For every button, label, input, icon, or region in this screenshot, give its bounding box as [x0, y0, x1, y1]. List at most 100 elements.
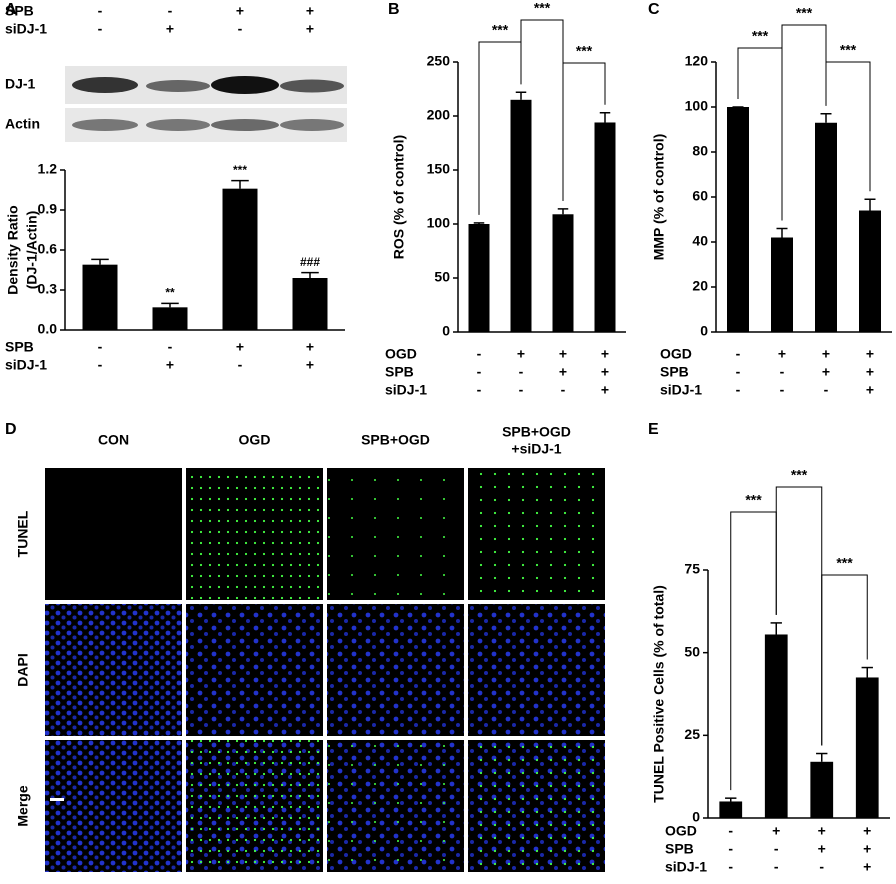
condition-sign: - — [519, 364, 524, 380]
condition-name: siDJ-1 — [5, 21, 47, 37]
column-label: CON — [98, 432, 129, 448]
condition-sign: + — [772, 823, 780, 839]
y-tick-label: 50 — [434, 269, 450, 285]
bar — [855, 677, 879, 818]
significance-label: *** — [791, 467, 808, 483]
condition-sign: - — [774, 859, 779, 875]
column-label: OGD — [239, 432, 271, 448]
panel-letter: B — [388, 1, 400, 18]
micrograph-tunel — [186, 740, 323, 872]
panel-letter: E — [648, 421, 659, 438]
y-axis-label: MMP (% of control) — [651, 134, 667, 261]
condition-sign: - — [477, 382, 482, 398]
condition-name: OGD — [385, 346, 417, 362]
y-axis-label: Density Ratio — [5, 205, 21, 294]
condition-sign: - — [824, 382, 829, 398]
column-label: +siDJ-1 — [511, 441, 561, 457]
panel-letter: D — [5, 421, 17, 438]
condition-sign: - — [561, 382, 566, 398]
significance-label: *** — [233, 163, 247, 177]
micrograph-dapi — [186, 604, 323, 736]
bar — [222, 188, 258, 330]
y-tick-label: 0.6 — [38, 241, 58, 257]
significance-bracket — [562, 62, 606, 201]
significance-label: ### — [300, 255, 320, 269]
y-tick-label: 0 — [442, 323, 450, 339]
bar — [810, 761, 834, 818]
condition-sign: - — [736, 382, 741, 398]
significance-label: *** — [836, 555, 853, 571]
condition-sign: - — [98, 3, 103, 19]
condition-sign: - — [736, 346, 741, 362]
condition-sign: + — [866, 382, 874, 398]
y-tick-label: 50 — [684, 643, 700, 659]
bar — [771, 237, 793, 332]
significance-label: *** — [745, 492, 762, 508]
condition-sign: + — [863, 841, 871, 857]
condition-name: OGD — [660, 346, 692, 362]
condition-sign: + — [601, 346, 609, 362]
micrograph-dapi — [468, 604, 605, 736]
y-tick-label: 0 — [692, 809, 700, 825]
condition-sign: + — [559, 346, 567, 362]
condition-sign: - — [98, 21, 103, 37]
condition-sign: + — [166, 21, 174, 37]
y-tick-label: 80 — [692, 143, 708, 159]
y-tick-label: 0.3 — [38, 281, 58, 297]
y-tick-label: 75 — [684, 561, 700, 577]
y-tick-label: 40 — [692, 233, 708, 249]
condition-sign: + — [236, 339, 244, 355]
micrograph — [45, 468, 182, 600]
condition-sign: + — [306, 339, 314, 355]
y-tick-label: 100 — [427, 215, 451, 231]
y-tick-label: 250 — [427, 53, 451, 69]
significance-label: *** — [840, 42, 857, 58]
column-label: SPB+OGD — [361, 432, 430, 448]
significance-label: *** — [534, 0, 551, 16]
y-tick-label: 0.0 — [38, 321, 58, 337]
condition-sign: + — [306, 357, 314, 373]
condition-sign: + — [517, 346, 525, 362]
condition-sign: + — [559, 364, 567, 380]
row-label: DAPI — [15, 653, 31, 686]
micrograph-tunel — [468, 468, 605, 600]
micrograph-tunel — [186, 468, 323, 600]
condition-sign: + — [166, 357, 174, 373]
condition-name: SPB — [5, 339, 34, 355]
y-tick-label: 25 — [684, 726, 700, 742]
condition-sign: + — [863, 823, 871, 839]
condition-name: OGD — [665, 823, 697, 839]
condition-sign: + — [866, 346, 874, 362]
bar — [510, 99, 532, 332]
micrograph-dapi — [45, 740, 182, 872]
condition-name: SPB — [665, 841, 694, 857]
condition-name: siDJ-1 — [660, 382, 702, 398]
significance-bracket — [825, 61, 871, 192]
significance-label: ** — [165, 286, 175, 300]
y-tick-label: 0.9 — [38, 201, 58, 217]
significance-bracket — [821, 574, 868, 746]
bar — [152, 307, 188, 330]
bar — [815, 122, 837, 332]
y-tick-label: 200 — [427, 107, 451, 123]
y-tick-label: 20 — [692, 278, 708, 294]
condition-sign: - — [780, 382, 785, 398]
bar — [82, 264, 118, 330]
condition-sign: + — [306, 3, 314, 19]
y-tick-label: 0 — [700, 323, 708, 339]
bar — [719, 801, 743, 818]
y-axis-label: TUNEL Positive Cells (% of total) — [651, 585, 667, 803]
western-blot — [65, 66, 347, 142]
blot-label: Actin — [5, 116, 40, 132]
y-tick-label: 150 — [427, 161, 451, 177]
condition-sign: + — [601, 382, 609, 398]
y-tick-label: 1.2 — [38, 161, 58, 177]
bar — [764, 634, 788, 818]
condition-name: siDJ-1 — [385, 382, 427, 398]
micrograph-dapi — [45, 604, 182, 736]
condition-name: SPB — [660, 364, 689, 380]
condition-sign: + — [863, 859, 871, 875]
condition-sign: + — [306, 21, 314, 37]
bar — [727, 107, 749, 332]
